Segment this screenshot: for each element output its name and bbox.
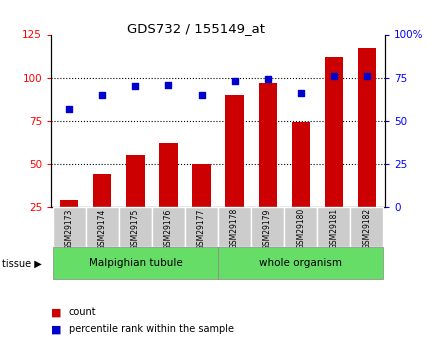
Point [231,78,238,84]
Text: GSM29179: GSM29179 [263,208,272,249]
Point [330,73,337,79]
Point [132,83,139,89]
Text: GSM29182: GSM29182 [362,208,371,249]
Bar [291,122,310,207]
Text: GSM29175: GSM29175 [131,208,140,249]
Text: percentile rank within the sample: percentile rank within the sample [69,325,234,334]
FancyBboxPatch shape [218,247,383,279]
FancyBboxPatch shape [185,207,218,247]
FancyBboxPatch shape [317,207,350,247]
Text: GSM29176: GSM29176 [164,208,173,249]
Bar [159,143,178,207]
Bar [93,174,112,207]
FancyBboxPatch shape [86,207,119,247]
Bar [226,95,244,207]
Text: GSM29173: GSM29173 [65,208,74,249]
Text: Malpighian tubule: Malpighian tubule [89,258,182,268]
Text: whole organism: whole organism [259,258,342,268]
Text: GSM29181: GSM29181 [329,208,338,249]
Point [264,77,271,82]
Text: ■: ■ [51,307,62,317]
Text: GSM29180: GSM29180 [296,208,305,249]
Point [363,73,370,79]
Text: GSM29178: GSM29178 [230,208,239,249]
Bar [358,48,376,207]
Bar [126,155,145,207]
FancyBboxPatch shape [119,207,152,247]
FancyBboxPatch shape [53,247,218,279]
Point [66,106,73,111]
Text: tissue ▶: tissue ▶ [2,259,42,269]
Point [99,92,106,98]
Text: count: count [69,307,97,317]
FancyBboxPatch shape [251,207,284,247]
Point [297,90,304,96]
FancyBboxPatch shape [152,207,185,247]
Bar [192,164,210,207]
FancyBboxPatch shape [53,207,86,247]
Bar [60,200,78,207]
Text: GSM29177: GSM29177 [197,208,206,249]
Bar [324,57,343,207]
FancyBboxPatch shape [350,207,383,247]
Text: GSM29174: GSM29174 [98,208,107,249]
Bar [259,83,277,207]
Text: GDS732 / 155149_at: GDS732 / 155149_at [127,22,265,36]
Point [165,82,172,87]
FancyBboxPatch shape [284,207,317,247]
Text: ■: ■ [51,325,62,334]
FancyBboxPatch shape [218,207,251,247]
Point [198,92,205,98]
